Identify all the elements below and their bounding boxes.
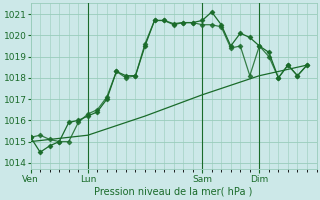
X-axis label: Pression niveau de la mer( hPa ): Pression niveau de la mer( hPa ) bbox=[94, 187, 253, 197]
